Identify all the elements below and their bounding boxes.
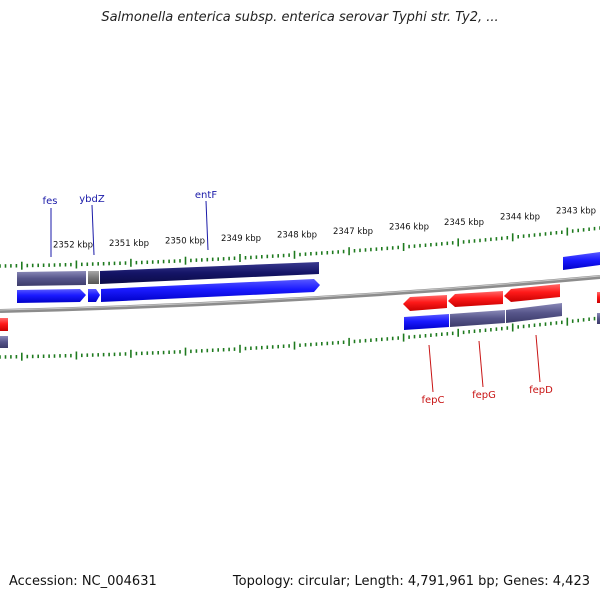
leader-fepC xyxy=(428,344,434,393)
leader-entF xyxy=(205,200,209,251)
genome-backbone xyxy=(0,275,600,313)
cds-right-edge-b[interactable] xyxy=(597,313,600,324)
cds-left-edge[interactable] xyxy=(0,336,8,348)
gene-label-fepD[interactable]: fepD xyxy=(529,385,553,396)
leader-ybdZ xyxy=(91,204,95,256)
cds-fes[interactable] xyxy=(17,271,86,286)
gene-right-edge[interactable] xyxy=(563,252,600,270)
cds-right-edge-a[interactable] xyxy=(597,292,600,303)
scale-label: 2350 kbp xyxy=(165,237,205,247)
gene-label-fes[interactable]: fes xyxy=(43,196,58,207)
scale-label: 2344 kbp xyxy=(500,213,540,223)
gene-fepC[interactable] xyxy=(403,295,447,311)
gene-fes[interactable] xyxy=(17,289,86,303)
scale-label: 2349 kbp xyxy=(221,234,261,244)
scale-label: 2352 kbp xyxy=(53,241,93,251)
scale-ticks-bottom xyxy=(0,316,600,361)
genome-summary: Topology: circular; Length: 4,791,961 bp… xyxy=(232,574,590,589)
cds-fepD[interactable] xyxy=(506,303,562,323)
gene-left-edge-red[interactable] xyxy=(0,318,8,331)
cds-fepG[interactable] xyxy=(450,310,505,327)
leader-fepD xyxy=(535,334,541,383)
gene-label-fepG[interactable]: fepG xyxy=(472,390,496,401)
scale-label: 2347 kbp xyxy=(333,227,373,237)
gene-label-entF[interactable]: entF xyxy=(195,190,217,201)
gene-fepD[interactable] xyxy=(504,284,560,302)
accession-label: Accession: NC_004631 xyxy=(9,574,157,589)
scale-label: 2343 kbp xyxy=(556,207,596,217)
scale-ticks-top xyxy=(0,226,600,270)
scale-label: 2351 kbp xyxy=(109,239,149,249)
scale-labels: 2352 kbp 2351 kbp 2350 kbp 2349 kbp 2348 kbp… xyxy=(53,207,596,251)
scale-label: 2348 kbp xyxy=(277,231,317,241)
leader-fepG xyxy=(478,340,484,388)
gene-ybdZ[interactable] xyxy=(88,289,100,302)
gene-label-ybdZ[interactable]: ybdZ xyxy=(79,194,105,205)
map-title: Salmonella enterica subsp. enterica sero… xyxy=(101,10,499,25)
gene-entF[interactable] xyxy=(101,279,320,302)
genome-backbone-highlight xyxy=(0,275,600,311)
gene-fepG[interactable] xyxy=(448,291,503,307)
cds-entF[interactable] xyxy=(100,262,319,284)
scale-label: 2345 kbp xyxy=(444,218,484,228)
scale-label: 2346 kbp xyxy=(389,223,429,233)
cds-ybdZ[interactable] xyxy=(88,271,99,284)
cds-fepC[interactable] xyxy=(404,314,449,330)
gene-label-fepC[interactable]: fepC xyxy=(421,395,444,406)
